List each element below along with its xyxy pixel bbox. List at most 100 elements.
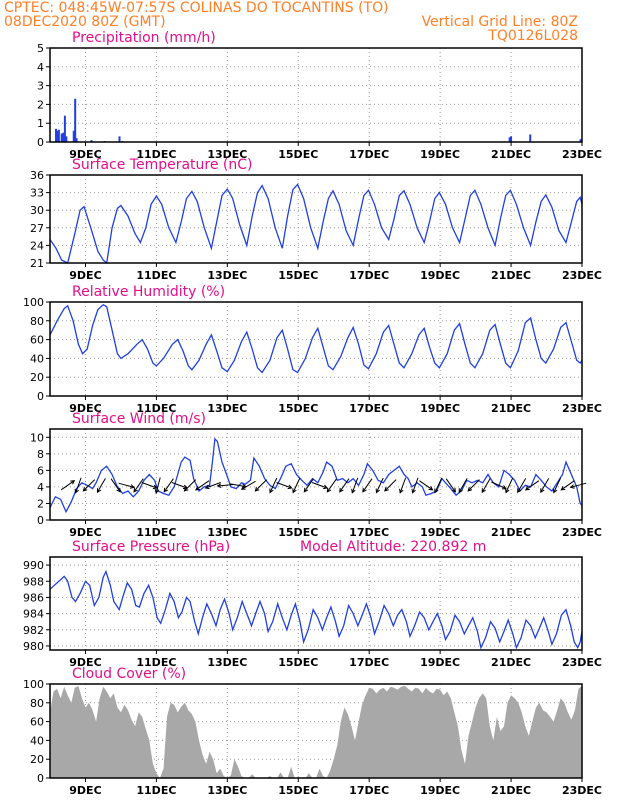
wind-arrow-head — [326, 487, 332, 493]
wind-arrow-head — [82, 486, 88, 492]
wind-arrow-shaft — [217, 484, 234, 487]
header-station: CPTEC: 048:45W-07:57S COLINAS DO TOCANTI… — [4, 0, 389, 16]
wind-arrow — [339, 478, 350, 493]
wind-arrow-shaft — [133, 478, 144, 493]
wind-arrow-head — [133, 487, 138, 493]
wind-arrow-head — [70, 480, 76, 485]
rh-xtick-label: 23DEC — [562, 402, 602, 415]
cloud-ytick-label: 100 — [23, 678, 44, 691]
wind-arrow — [560, 480, 575, 491]
wind-arrow-head — [154, 488, 160, 494]
wind-arrow-shaft — [505, 477, 514, 493]
wind-xtick-label: 17DEC — [349, 526, 389, 539]
wind-arrow-head — [195, 486, 200, 491]
temp-xtick-label: 23DEC — [562, 269, 602, 282]
precip-xtick-label: 13DEC — [207, 148, 247, 161]
wind-arrow — [74, 477, 82, 494]
rh-xtick-label: 11DEC — [136, 402, 176, 415]
wind-arrow-head — [434, 488, 439, 494]
wind-arrow — [505, 477, 514, 494]
wind-ytick-label: 8 — [37, 448, 44, 461]
wind-arrow-head — [505, 488, 510, 494]
cloud-xtick-label: 17DEC — [349, 784, 389, 797]
temp-xtick-label: 19DEC — [420, 269, 460, 282]
wind-arrow-head — [216, 483, 222, 489]
wind-arrow — [419, 480, 434, 491]
wind-arrow — [411, 477, 419, 494]
wind-arrow — [481, 478, 491, 494]
rh-frame — [49, 301, 583, 397]
rh-ytick-label: 20 — [30, 371, 44, 384]
wind-arrow-shaft — [303, 478, 314, 493]
wind-arrow-head — [163, 487, 169, 493]
cloud-xtick-label: 9DEC — [69, 784, 101, 797]
wind-arrow — [141, 482, 158, 490]
wind-arrow-shaft — [292, 477, 301, 493]
wind-arrow-shaft — [110, 478, 121, 493]
temp-xtick-label: 15DEC — [278, 269, 318, 282]
wind-arrow-shaft — [75, 477, 82, 493]
precip-bar — [74, 98, 77, 142]
pressure-ytick-label: 984 — [23, 608, 44, 621]
wind-arrow — [276, 482, 293, 490]
wind-arrow-head — [375, 488, 380, 494]
wind-arrow-shaft — [60, 480, 75, 491]
wind-arrow-shaft — [195, 480, 210, 491]
rh-xtick-label: 9DEC — [69, 402, 101, 415]
precip-bar — [579, 139, 582, 142]
wind-arrow-shaft — [491, 481, 507, 490]
wind-xtick-label: 13DEC — [207, 526, 247, 539]
wind-arrow — [553, 477, 562, 494]
wind-xtick-label: 9DEC — [69, 526, 101, 539]
wind-arrow — [110, 478, 121, 493]
panels: Precipitation (mm/h) 0 1 2 3 4 5 9DEC 11DEC 13DEC… — [23, 30, 602, 797]
rh-ytick-label: 40 — [30, 352, 44, 365]
wind-arrow — [118, 482, 135, 489]
wind-ytick-label: 0 — [37, 514, 44, 527]
wind-arrow-head — [569, 484, 575, 489]
temp-ytick-label: 21 — [30, 257, 44, 270]
temp-ytick-label: 33 — [30, 187, 44, 200]
wind-arrow — [445, 478, 456, 493]
wind-arrow-shaft — [118, 482, 135, 488]
temp-xtick-label: 17DEC — [349, 269, 389, 282]
wind-arrow-shaft — [525, 480, 540, 491]
rh-ytick-label: 60 — [30, 334, 44, 347]
wind-arrow — [216, 483, 234, 489]
wind-arrow-shaft — [570, 482, 587, 488]
wind-arrow-head — [481, 488, 486, 494]
wind-arrow — [82, 479, 96, 492]
temp-frame — [49, 174, 583, 264]
pressure-ytick-label: 990 — [23, 559, 44, 572]
wind-arrow-head — [553, 488, 558, 494]
precip-bar — [510, 136, 513, 142]
wind-arrow-shaft — [326, 478, 337, 493]
pressure-ytick-label: 982 — [23, 624, 44, 637]
wind-arrow — [351, 477, 359, 494]
precip-bar — [60, 133, 63, 142]
precip-bar — [508, 137, 511, 142]
wind-arrow — [467, 479, 480, 492]
cloud-xtick-label: 19DEC — [420, 784, 460, 797]
precip-xtick-label: 19DEC — [420, 148, 460, 161]
wind-arrow — [292, 477, 301, 494]
wind-arrow-head — [287, 484, 293, 490]
wind-title: Surface Wind (m/s) — [72, 411, 206, 427]
wind-arrow-head — [323, 484, 329, 490]
header-vertical-grid: Vertical Grid Line: 80Z — [422, 14, 578, 30]
rh-xtick-label: 13DEC — [207, 402, 247, 415]
precip-ytick-label: 5 — [37, 42, 44, 55]
wind-arrow-shaft — [445, 478, 456, 493]
cloud-xtick-label: 15DEC — [278, 784, 318, 797]
precip-ytick-label: 0 — [37, 136, 44, 149]
precip-bar — [55, 128, 58, 142]
wind-arrow — [569, 482, 587, 489]
rh-xtick-label: 21DEC — [491, 402, 531, 415]
precip-bar — [72, 130, 75, 142]
panel-cloud: Cloud Cover (%) 0 20 40 60 80 100 9DEC 11DEC 13DE… — [23, 666, 602, 797]
temp-xtick-label: 9DEC — [69, 269, 101, 282]
wind-arrow-head — [204, 484, 210, 490]
precip-xtick-label: 15DEC — [278, 148, 318, 161]
wind-xtick-label: 15DEC — [278, 526, 318, 539]
rh-xtick-label: 15DEC — [278, 402, 318, 415]
